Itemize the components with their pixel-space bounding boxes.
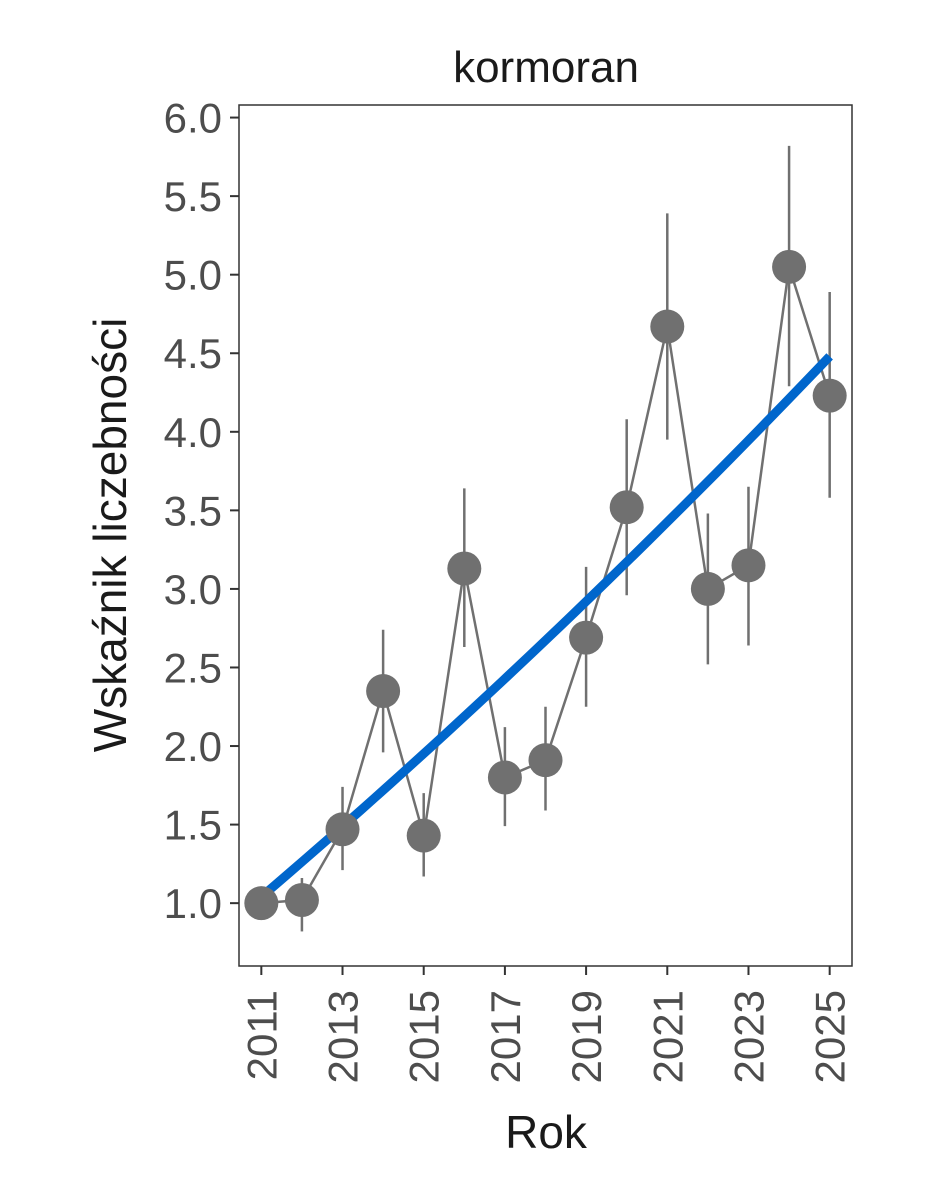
data-point	[487, 760, 522, 795]
chart-title: kormoran	[453, 43, 639, 92]
data-point	[609, 490, 644, 525]
y-tick-label: 5.0	[164, 252, 222, 299]
data-layer	[244, 145, 847, 932]
y-tick-label: 6.0	[164, 95, 222, 142]
y-tick-label: 2.5	[164, 644, 222, 691]
x-tick-label: 2017	[482, 990, 529, 1083]
y-axis-title: Wskaźnik liczebności	[84, 318, 136, 753]
x-tick-label: 2015	[401, 990, 448, 1083]
x-tick-label: 2011	[238, 990, 285, 1080]
y-tick-label: 4.5	[164, 330, 222, 377]
data-point	[569, 620, 604, 655]
x-tick-label: 2021	[644, 990, 691, 1083]
x-tick-label: 2025	[807, 990, 854, 1083]
data-point	[731, 548, 766, 583]
data-point	[325, 812, 360, 847]
y-tick-label: 5.5	[164, 173, 222, 220]
y-axis: 1.0 1.5 2.0 2.5 3.0 3.5 4.0 4.5 5.0 5.5 6.0	[164, 95, 239, 927]
data-point	[528, 743, 563, 778]
data-point	[650, 309, 685, 344]
data-point	[812, 378, 847, 413]
y-tick-label: 3.0	[164, 566, 222, 613]
data-point	[284, 883, 319, 918]
x-axis-title: Rok	[505, 1106, 588, 1158]
x-tick-label: 2019	[563, 990, 610, 1083]
data-point	[366, 674, 401, 709]
data-point	[244, 886, 279, 921]
data-point	[690, 571, 725, 606]
y-tick-label: 1.5	[164, 802, 222, 849]
x-tick-label: 2013	[320, 990, 367, 1083]
data-point	[406, 818, 441, 853]
x-axis: 2011 2013 2015 2017 2019 2021 2023 2025	[238, 966, 854, 1083]
y-tick-label: 2.0	[164, 723, 222, 770]
y-tick-label: 3.5	[164, 487, 222, 534]
x-tick-label: 2023	[725, 990, 772, 1083]
data-point	[772, 249, 807, 284]
y-tick-label: 4.0	[164, 409, 222, 456]
trend-line	[258, 353, 833, 901]
data-point	[447, 551, 482, 586]
y-tick-label: 1.0	[164, 880, 222, 927]
